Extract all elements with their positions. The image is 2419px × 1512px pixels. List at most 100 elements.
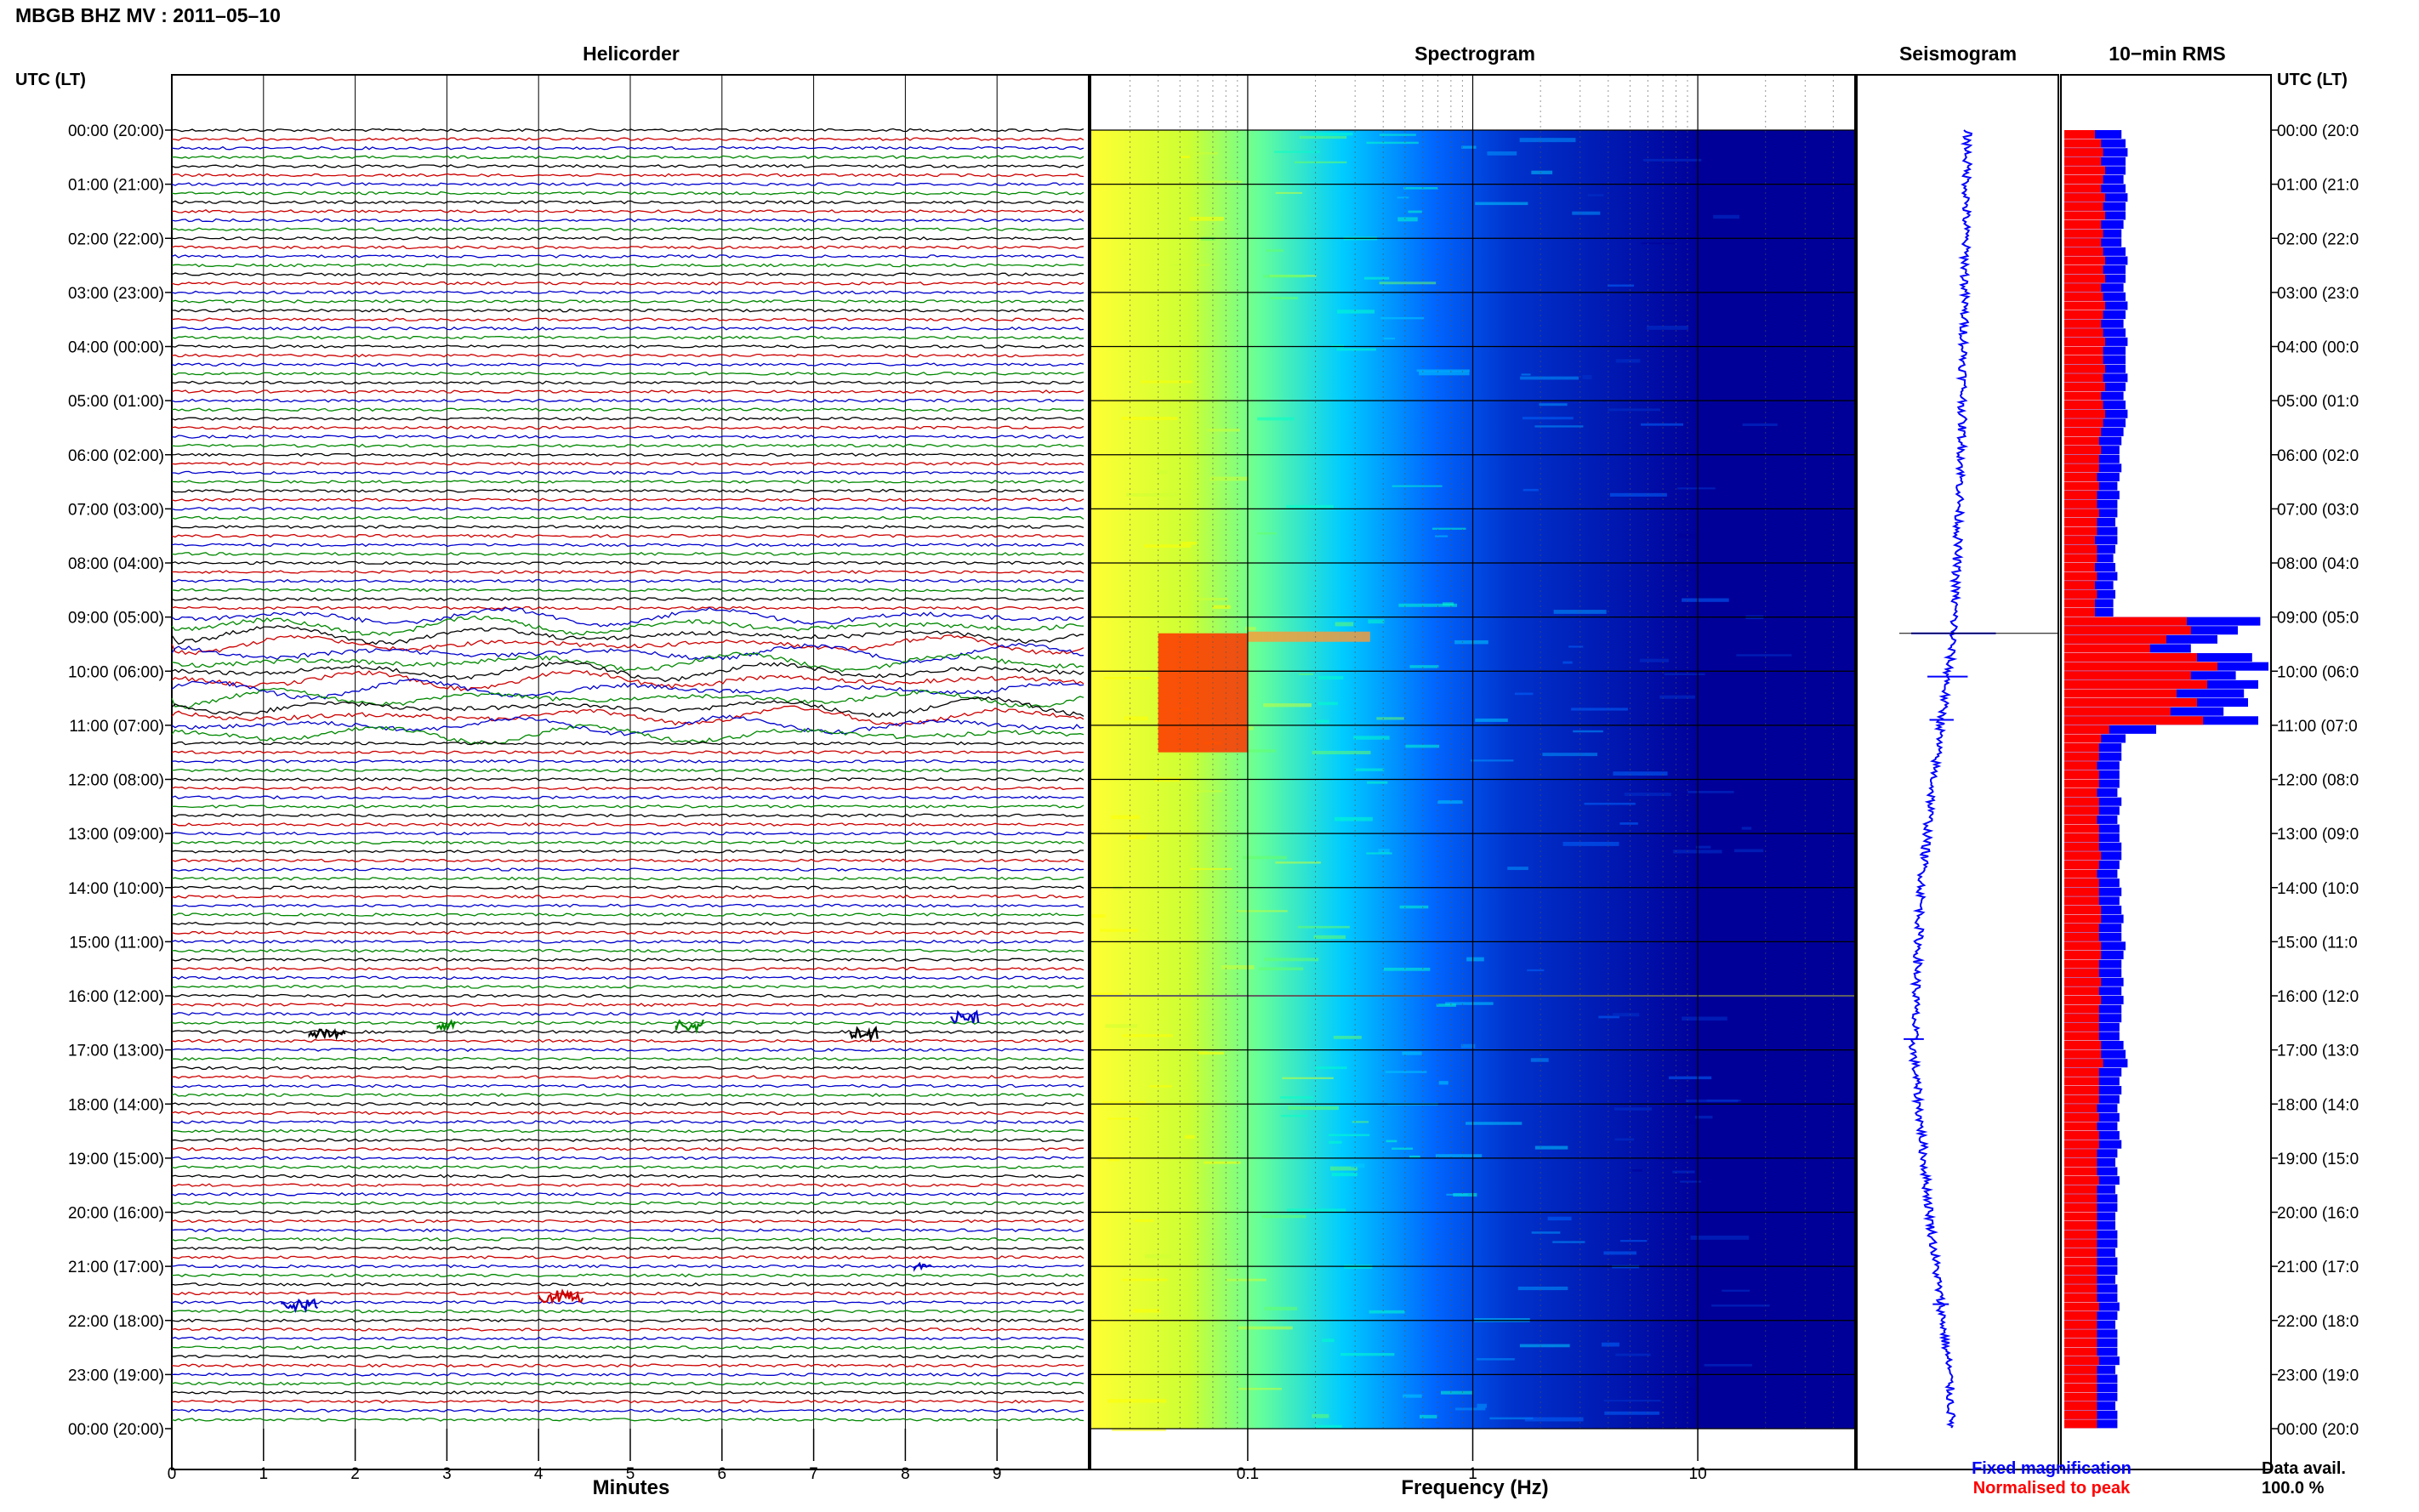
helicorder-trace bbox=[171, 1282, 1084, 1287]
helicorder-trace bbox=[171, 227, 1084, 231]
spectrogram-texture bbox=[1767, 816, 1807, 819]
helicorder-trace bbox=[171, 605, 1084, 611]
spectrogram-texture bbox=[1711, 1305, 1770, 1307]
helicorder-event bbox=[674, 1019, 704, 1035]
rms-bar-normalised bbox=[2064, 373, 2103, 383]
helicorder-trace bbox=[171, 435, 1084, 439]
helicorder-trace bbox=[171, 1146, 1084, 1151]
spectrogram-texture bbox=[1807, 1335, 1820, 1339]
helicorder-event bbox=[849, 1025, 879, 1043]
rms-bar-normalised bbox=[2064, 499, 2097, 509]
spectrogram-texture bbox=[1647, 325, 1688, 330]
rms-bar-normalised bbox=[2064, 833, 2099, 843]
rms-bar-normalised bbox=[2064, 806, 2099, 816]
rms-bar-normalised bbox=[2064, 842, 2099, 851]
spectrogram-texture bbox=[1818, 135, 1855, 139]
spectrogram-texture bbox=[1520, 376, 1579, 380]
spectrogram-texture bbox=[1416, 369, 1470, 372]
spectrogram-texture bbox=[1804, 389, 1826, 394]
rms-bar-normalised bbox=[2064, 1176, 2099, 1185]
spectrogram-texture bbox=[1408, 210, 1422, 213]
spectrogram-texture bbox=[1733, 849, 1764, 853]
helicorder-title: Helicorder bbox=[583, 43, 680, 65]
rms-bar-normalised bbox=[2064, 229, 2103, 238]
spectrogram-texture bbox=[1631, 1168, 1642, 1172]
spectrogram-texture bbox=[1824, 1359, 1880, 1362]
minute-tick-label: 6 bbox=[718, 1465, 727, 1483]
spectrogram-texture bbox=[1519, 1344, 1570, 1348]
spectrogram-texture bbox=[1736, 654, 1792, 657]
rms-bar-normalised bbox=[2064, 536, 2095, 545]
spectrogram-texture bbox=[1335, 816, 1373, 821]
spectrogram-texture bbox=[1191, 151, 1218, 155]
time-tick-label-right: 03:00 (23:0 bbox=[2277, 285, 2359, 303]
helicorder-trace bbox=[171, 452, 1084, 458]
rms-bar-normalised bbox=[2064, 1104, 2097, 1113]
helicorder-trace bbox=[171, 930, 1084, 935]
rms-bar-normalised bbox=[2064, 1086, 2099, 1095]
rms-bar-normalised bbox=[2064, 130, 2095, 139]
helicorder-trace bbox=[171, 380, 1084, 385]
time-tick-label-right: 22:00 (18:0 bbox=[2277, 1313, 2359, 1331]
spectrogram-texture bbox=[1264, 958, 1319, 962]
helicorder-trace bbox=[171, 804, 1084, 809]
spectrogram-texture bbox=[1785, 912, 1806, 915]
helicorder-trace bbox=[171, 1318, 1084, 1323]
helicorder-trace bbox=[171, 831, 1084, 836]
spectrogram-texture bbox=[1609, 492, 1667, 497]
helicorder-trace bbox=[171, 651, 1084, 673]
helicorder-trace bbox=[171, 1101, 1084, 1106]
spectrogram-texture bbox=[1156, 469, 1168, 475]
time-tick-label-right: 17:00 (13:0 bbox=[2277, 1043, 2359, 1060]
helicorder-trace bbox=[171, 578, 1084, 583]
spectrogram-texture bbox=[1124, 716, 1148, 721]
helicorder-trace bbox=[171, 145, 1084, 151]
spectrogram-texture bbox=[1806, 1367, 1855, 1371]
time-tick-label-left: 15:00 (11:00) bbox=[69, 934, 164, 952]
rms-bar-normalised bbox=[2064, 319, 2102, 328]
spectrogram-texture bbox=[1368, 619, 1385, 624]
spectrogram-texture bbox=[1419, 1414, 1437, 1418]
spectrogram-texture bbox=[1103, 676, 1151, 679]
rms-bar-normalised bbox=[2064, 148, 2103, 157]
spectrogram-texture bbox=[1819, 833, 1829, 837]
spectrogram-texture bbox=[1677, 487, 1716, 490]
time-tick-label-right: 13:00 (09:0 bbox=[2277, 826, 2359, 844]
helicorder-trace bbox=[171, 840, 1084, 845]
helicorder-trace bbox=[171, 560, 1084, 566]
helicorder-trace bbox=[171, 497, 1084, 503]
time-tick-label-right: 04:00 (00:0 bbox=[2277, 339, 2359, 357]
minute-tick-label: 8 bbox=[901, 1465, 910, 1483]
time-tick-label-right: 00:00 (20:0 bbox=[2277, 122, 2359, 140]
spectrogram-texture bbox=[1435, 1154, 1483, 1157]
rms-bar-normalised bbox=[2064, 698, 2197, 708]
helicorder-trace bbox=[171, 895, 1084, 899]
spectrogram-texture bbox=[1604, 1411, 1660, 1415]
spectrogram-texture bbox=[1149, 1085, 1173, 1088]
helicorder-trace bbox=[171, 1345, 1084, 1350]
rms-bar-normalised bbox=[2064, 679, 2207, 689]
time-tick-label-left: 07:00 (03:00) bbox=[68, 501, 164, 519]
time-tick-label-right: 06:00 (02:0 bbox=[2277, 447, 2359, 465]
helicorder-trace bbox=[171, 281, 1084, 286]
helicorder-trace bbox=[171, 975, 1084, 981]
spectrogram-texture bbox=[1240, 749, 1276, 753]
helicorder-trace bbox=[171, 1327, 1084, 1332]
spectrogram-texture bbox=[1367, 781, 1388, 784]
spectrogram-texture bbox=[1523, 488, 1539, 492]
spectrogram-texture bbox=[1143, 544, 1192, 548]
spectrogram-texture bbox=[1521, 373, 1531, 376]
spectrogram-texture bbox=[1363, 276, 1390, 280]
rms-bar-normalised bbox=[2064, 202, 2103, 211]
rms-bar-normalised bbox=[2064, 824, 2099, 833]
spectrogram-texture bbox=[1397, 217, 1418, 222]
minute-tick-label: 2 bbox=[350, 1465, 360, 1483]
spectrogram-texture bbox=[1313, 935, 1346, 939]
rms-bar-normalised bbox=[2064, 734, 2102, 743]
rms-bar-normalised bbox=[2064, 1014, 2099, 1023]
spectrogram-texture bbox=[1386, 1140, 1397, 1143]
helicorder-trace bbox=[171, 777, 1084, 782]
rms-bar-normalised bbox=[2064, 1338, 2097, 1347]
helicorder-trace bbox=[171, 1228, 1084, 1233]
time-tick-label-left: 09:00 (05:00) bbox=[68, 610, 164, 628]
